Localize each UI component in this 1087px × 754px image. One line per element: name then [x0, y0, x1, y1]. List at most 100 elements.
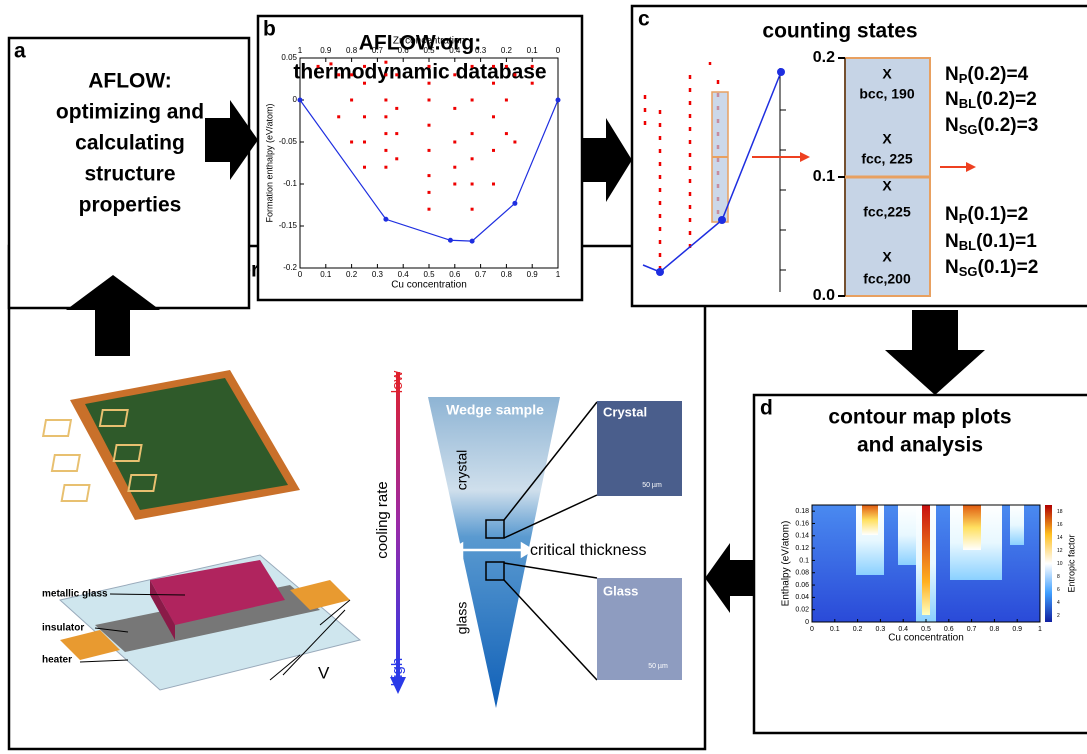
state-label: fcc,200	[863, 271, 911, 287]
count-subscript: BL	[959, 238, 976, 253]
arrow-right	[205, 100, 258, 180]
count-subscript: P	[959, 211, 968, 226]
panel-text: AFLOW:	[88, 70, 172, 93]
state-mark: X	[882, 249, 892, 265]
structure-point	[427, 174, 431, 178]
colorbar-tick-label: 14	[1057, 535, 1063, 541]
device-label: heater	[42, 655, 72, 666]
state-mark: X	[882, 66, 892, 82]
y-tick-label: 0.02	[795, 607, 809, 614]
hull-point	[447, 237, 453, 243]
hull-point	[512, 200, 518, 206]
structure-point	[337, 73, 341, 77]
count-subscript: SG	[959, 122, 978, 137]
y-tick-label: -0.05	[279, 137, 298, 146]
count-value: (0.2)=2	[976, 89, 1037, 110]
x2-tick-label: 0.1	[527, 46, 539, 55]
hull-point	[297, 97, 303, 103]
structure-point	[427, 64, 431, 68]
arrow-right	[582, 118, 632, 202]
count-value: (0.2)=4	[967, 64, 1028, 85]
structure-point	[363, 115, 366, 119]
x-tick-label: 0.3	[372, 270, 384, 279]
x-tick-label: 0.8	[990, 626, 1000, 633]
hull-point	[555, 97, 561, 103]
x-tick-label: 0.6	[449, 270, 461, 279]
y-tick-label: 0.16	[795, 520, 809, 527]
y-tick-label: 0.1	[799, 557, 809, 564]
x-tick-label: 0.9	[1012, 626, 1022, 633]
panel-title: AFLOW.org:	[359, 32, 481, 55]
panel-title: and analysis	[857, 434, 983, 457]
structure-point	[395, 157, 399, 161]
state-count: NSG(0.1)=2	[945, 257, 1038, 279]
colorbar-tick-label: 6	[1057, 587, 1060, 593]
structure-point	[492, 148, 495, 152]
structure-point	[363, 64, 366, 68]
structure-point	[492, 81, 495, 85]
x2-tick-label: 0.2	[501, 46, 513, 55]
structure-point	[470, 98, 474, 102]
structure-point	[395, 132, 399, 136]
x2-tick-label: 0.5	[423, 46, 435, 55]
x-tick-label: 0.3	[876, 626, 886, 633]
colorbar-tick-label: 18	[1057, 509, 1063, 515]
x2-tick-label: 0.4	[449, 46, 461, 55]
cooling-low: low	[389, 371, 406, 394]
structure-point	[427, 207, 431, 211]
panel-title: thermodynamic database	[293, 61, 546, 84]
state-count: NP(0.1)=2	[945, 204, 1028, 226]
x-tick-label: 1	[556, 270, 561, 279]
structure-point	[427, 190, 431, 194]
y-axis-label: Enthalpy (eV/atom)	[781, 521, 792, 607]
structure-point	[453, 165, 457, 169]
count-subscript: SG	[959, 264, 978, 279]
chip	[41, 370, 300, 520]
crystal-image	[597, 401, 682, 496]
colorbar-tick-label: 2	[1057, 613, 1060, 619]
y-axis-label: Formation enthalpy (eV/atom)	[264, 103, 274, 222]
panel-text: optimizing and	[56, 101, 204, 124]
count-symbol: N	[945, 231, 959, 252]
x2-tick-label: 0.8	[346, 46, 358, 55]
device-label: V	[318, 663, 330, 682]
panel-letter: d	[760, 397, 773, 420]
wedge-label: crystal	[454, 450, 470, 490]
colorbar	[1045, 505, 1052, 622]
colorbar-tick-label: 10	[1057, 561, 1063, 567]
x2-tick-label: 0	[556, 46, 561, 55]
count-value: (0.1)=1	[976, 231, 1037, 252]
panel-letter: a	[14, 40, 26, 63]
y-tick-label: 0	[805, 619, 809, 626]
arrow-up	[66, 275, 160, 356]
panel-a	[7, 36, 251, 310]
structure-point	[492, 64, 495, 68]
structure-point	[504, 98, 508, 102]
structure-point	[337, 115, 341, 119]
state-count: NBL(0.1)=1	[945, 231, 1037, 253]
structure-point	[470, 64, 474, 68]
structure-point	[513, 140, 517, 144]
x-tick-label: 0.7	[967, 626, 977, 633]
x-tick-label: 0.2	[346, 270, 358, 279]
structure-point	[363, 140, 366, 144]
x-tick-label: 0.8	[501, 270, 513, 279]
structure-point	[453, 73, 457, 77]
x-tick-label: 0.4	[398, 270, 410, 279]
structure-point	[384, 73, 388, 77]
structure-point	[350, 73, 354, 77]
y-tick-label: 0	[293, 95, 298, 104]
count-symbol: N	[945, 115, 959, 136]
cooling-label: cooling rate	[374, 481, 391, 559]
colorbar-tick-label: 12	[1057, 548, 1063, 554]
colorbar-tick-label: 16	[1057, 522, 1063, 528]
count-symbol: N	[945, 204, 959, 225]
x-tick-label: 0	[298, 270, 303, 279]
x-tick-label: 0.1	[830, 626, 840, 633]
structure-point	[504, 64, 508, 68]
state-label: bcc, 190	[859, 86, 914, 102]
device-schematic	[58, 554, 362, 691]
colorbar-tick-label: 8	[1057, 574, 1060, 580]
y-tick-label: 0.1	[813, 168, 835, 185]
x-tick-label: 0.5	[921, 626, 931, 633]
